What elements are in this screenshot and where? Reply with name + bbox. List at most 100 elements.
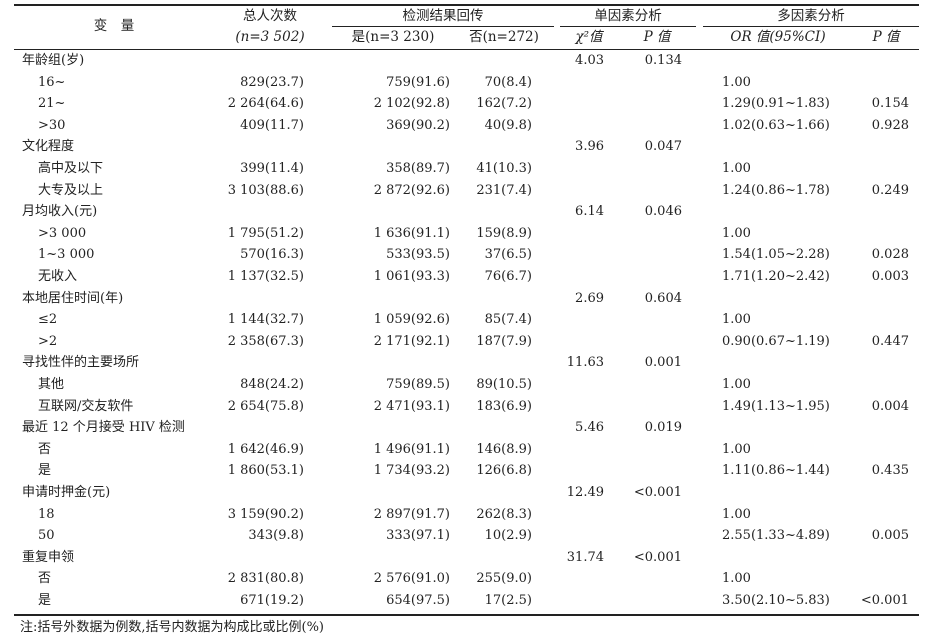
- cell-p-multivariate: [853, 201, 909, 222]
- cell-p-multivariate: 0.154: [871, 96, 909, 112]
- cell-returned-yes: 759(91.6): [386, 74, 450, 90]
- cell-returned-yes: 1 636(91.1): [373, 225, 450, 241]
- header-multivariate: 多因素分析: [777, 8, 845, 24]
- cell-p-multivariate: 0.005: [871, 528, 909, 544]
- cell-p-univariate: 0.047: [644, 139, 682, 155]
- header-total: 总人次数: [243, 8, 297, 24]
- cell-returned-no: 40(9.8): [484, 117, 532, 133]
- cell-p-univariate: [618, 331, 682, 352]
- cell-returned-no: 37(6.5): [484, 247, 532, 263]
- cell-total: 1 795(51.2): [227, 225, 304, 241]
- cell-total: [214, 201, 304, 222]
- cell-category-label: 无收入: [38, 269, 78, 284]
- cell-returned-yes: [332, 482, 450, 503]
- cell-returned-no: 126(6.8): [476, 463, 532, 479]
- cell-or-ci: [722, 482, 872, 503]
- cell-p-univariate: <0.001: [633, 549, 682, 565]
- cell-returned-yes: 358(89.7): [386, 161, 450, 176]
- cell-or-ci: [722, 136, 872, 157]
- cell-category-label: >3 000: [38, 225, 87, 241]
- cell-total: [214, 417, 304, 438]
- group-header-underline-univariate: [560, 26, 696, 27]
- cell-total: [214, 482, 304, 503]
- cell-p-multivariate: [853, 504, 909, 525]
- cell-or-ci: 1.00: [722, 225, 751, 241]
- cell-chi2: [560, 590, 604, 611]
- cell-returned-no: [454, 288, 532, 309]
- cell-p-multivariate: [853, 482, 909, 503]
- cell-or-ci: 1.00: [722, 312, 751, 328]
- cell-returned-no: [454, 482, 532, 503]
- cell-chi2: [560, 266, 604, 287]
- cell-p-univariate: [618, 72, 682, 93]
- cell-or-ci: 1.00: [722, 377, 751, 392]
- group-header-underline-multivariate: [703, 26, 919, 27]
- cell-returned-no: 231(7.4): [476, 182, 532, 198]
- cell-group-label: 申请时押金(元): [22, 485, 111, 500]
- cell-total: [214, 288, 304, 309]
- cell-p-univariate: [618, 266, 682, 287]
- cell-chi2: [560, 180, 604, 201]
- cell-or-ci: [722, 352, 872, 373]
- cell-p-multivariate: 0.003: [871, 269, 909, 284]
- bottom-rule: [14, 614, 919, 616]
- cell-or-ci: 1.49(1.13~1.95): [722, 398, 830, 414]
- cell-or-ci: 1.00: [722, 74, 751, 90]
- cell-category-label: 16~: [38, 74, 66, 90]
- cell-p-multivariate: 0.928: [871, 117, 909, 133]
- cell-p-univariate: [618, 180, 682, 201]
- cell-returned-yes: 369(90.2): [386, 117, 450, 133]
- cell-returned-no: 10(2.9): [484, 528, 532, 544]
- cell-chi2: [560, 460, 604, 481]
- cell-p-multivariate: 0.028: [871, 247, 909, 263]
- cell-chi2: 3.96: [575, 139, 604, 155]
- cell-or-ci: 3.50(2.10~5.83): [722, 593, 830, 608]
- cell-p-univariate: <0.001: [633, 485, 682, 500]
- cell-or-ci: 1.71(1.20~2.42): [722, 269, 830, 284]
- cell-p-multivariate: [853, 136, 909, 157]
- cell-total: 3 159(90.2): [227, 506, 304, 522]
- cell-p-univariate: [618, 223, 682, 244]
- cell-p-multivariate: [853, 439, 909, 460]
- cell-total: 409(11.7): [240, 117, 304, 133]
- cell-total: 3 103(88.6): [227, 182, 304, 198]
- cell-or-ci: 1.24(0.86~1.78): [722, 182, 830, 198]
- cell-total: [214, 50, 304, 71]
- cell-p-univariate: [618, 93, 682, 114]
- cell-returned-yes: 2 102(92.8): [373, 96, 450, 112]
- table-note: 注:括号外数据为例数,括号内数据为构成比或比例(%): [20, 620, 325, 635]
- cell-chi2: 2.69: [575, 290, 604, 306]
- cell-returned-no: 17(2.5): [484, 593, 532, 608]
- cell-p-univariate: [618, 525, 682, 546]
- cell-returned-no: [454, 136, 532, 157]
- cell-or-ci: 1.00: [722, 161, 751, 176]
- cell-chi2: [560, 568, 604, 589]
- cell-or-ci: [722, 417, 872, 438]
- cell-total: 399(11.4): [240, 161, 304, 176]
- cell-p-univariate: [618, 504, 682, 525]
- cell-total: 1 144(32.7): [227, 312, 304, 328]
- cell-group-label: 最近 12 个月接受 HIV 检测: [22, 420, 185, 436]
- cell-p-univariate: [618, 396, 682, 417]
- cell-returned-no: 159(8.9): [476, 225, 532, 241]
- cell-p-multivariate: [853, 352, 909, 373]
- cell-total: 2 264(64.6): [227, 96, 304, 112]
- cell-returned-no: [454, 352, 532, 373]
- cell-total: [214, 547, 304, 568]
- cell-returned-yes: [332, 201, 450, 222]
- cell-returned-yes: [332, 288, 450, 309]
- cell-group-label: 寻找性伴的主要场所: [22, 355, 140, 371]
- cell-p-multivariate: [853, 374, 909, 395]
- cell-chi2: [560, 331, 604, 352]
- cell-category-label: >30: [38, 117, 66, 133]
- cell-returned-yes: 2 897(91.7): [373, 506, 450, 522]
- cell-chi2: [560, 93, 604, 114]
- cell-category-label: ≤2: [38, 312, 58, 328]
- cell-or-ci: 1.00: [722, 506, 751, 522]
- cell-returned-no: 262(8.3): [476, 506, 532, 522]
- cell-or-ci: [722, 547, 872, 568]
- cell-returned-yes: [332, 417, 450, 438]
- header-total-n: (n=3 502): [235, 29, 305, 45]
- cell-or-ci: 0.90(0.67~1.19): [722, 333, 830, 349]
